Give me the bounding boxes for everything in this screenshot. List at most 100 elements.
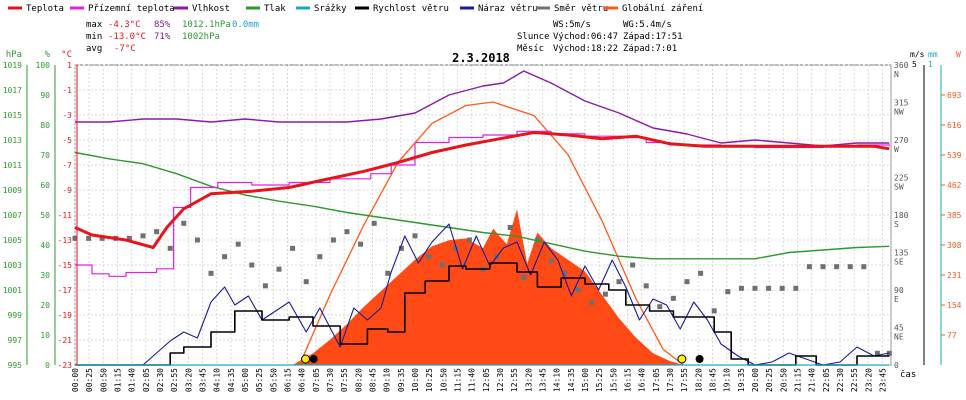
x-tick-label: 18:20 bbox=[694, 368, 703, 392]
temperature-axis-tick: -17 bbox=[58, 286, 73, 295]
x-tick-label: 09:10 bbox=[383, 368, 392, 392]
astro-wg: WG:5.4m/s bbox=[623, 20, 672, 30]
wind-direction-point bbox=[657, 304, 663, 310]
x-tick-label: 18:45 bbox=[709, 368, 718, 392]
x-tick-label: 02:05 bbox=[142, 368, 151, 392]
x-tick-label: 03:20 bbox=[184, 368, 193, 392]
moonset-marker bbox=[309, 355, 318, 363]
chart-title: 2.3.2018 bbox=[452, 51, 510, 65]
radiation-axis-tick: 385 bbox=[947, 211, 962, 220]
wind-direction-point bbox=[439, 262, 445, 268]
wind-direction-point bbox=[181, 220, 187, 226]
temperature-axis-tick: -3 bbox=[62, 111, 72, 120]
pressure-axis-tick: 995 bbox=[8, 361, 23, 370]
humidity-axis-tick: 10 bbox=[40, 331, 50, 340]
astro-block: WS:5m/s WG:5.4m/s Slunce Východ:06:47 Zá… bbox=[517, 20, 683, 54]
pressure-axis-tick: 1015 bbox=[3, 111, 22, 120]
x-tick-label: 15:00 bbox=[581, 368, 590, 392]
wind-direction-point bbox=[589, 300, 595, 305]
humidity-axis-tick: 0 bbox=[45, 361, 50, 370]
legend-item: Srážky bbox=[314, 4, 347, 14]
stats-min-press: 1002hPa bbox=[182, 32, 220, 42]
direction-tick: 135 bbox=[894, 249, 909, 258]
wind-direction-point bbox=[738, 285, 744, 291]
stats-min-temp: -13.0°C bbox=[108, 32, 146, 42]
humidity-axis-tick: 50 bbox=[40, 211, 50, 220]
x-tick-label: 19:35 bbox=[737, 368, 746, 392]
wind-direction-point bbox=[290, 245, 296, 251]
x-tick-label: 04:10 bbox=[213, 368, 222, 392]
x-tick-label: 13:45 bbox=[539, 368, 548, 392]
wind-direction-point bbox=[711, 308, 717, 314]
x-tick-label: 16:15 bbox=[624, 368, 633, 392]
wind-direction-point bbox=[670, 295, 676, 301]
pressure-axis-tick: 1009 bbox=[3, 186, 22, 195]
humidity-axis-tick: 40 bbox=[40, 241, 50, 250]
x-tick-label: 12:30 bbox=[496, 368, 505, 392]
stats-max-temp: -4.3°C bbox=[108, 20, 141, 30]
temperature-axis-tick: -1 bbox=[62, 86, 72, 95]
radiation-axis-tick: 539 bbox=[947, 151, 962, 160]
wind-direction-point bbox=[766, 285, 772, 291]
x-tick-label: 10:25 bbox=[425, 368, 434, 392]
radiation-axis-tick: 154 bbox=[947, 301, 962, 310]
wind-direction-point bbox=[874, 350, 880, 356]
wind-direction-point bbox=[534, 237, 540, 243]
wind-direction-point bbox=[507, 225, 513, 230]
stats-max-label: max bbox=[86, 20, 103, 30]
x-tick-label: 01:40 bbox=[128, 368, 137, 392]
legend-item: Rychlost větru bbox=[373, 4, 449, 14]
x-tick-label: 11:15 bbox=[454, 368, 463, 392]
wind-direction-point bbox=[412, 233, 418, 239]
wind-direction-point bbox=[167, 245, 173, 251]
x-tick-label: 05:00 bbox=[241, 368, 250, 392]
pressure-axis-tick: 1005 bbox=[3, 236, 22, 245]
x-tick-label: 02:55 bbox=[170, 368, 179, 392]
wind-direction-point bbox=[861, 264, 867, 270]
legend-item: Přízemní teplota bbox=[88, 4, 175, 14]
temperature-axis-tick: -15 bbox=[58, 261, 73, 270]
temperature-axis-tick: 1 bbox=[67, 61, 72, 70]
wind-direction-point bbox=[698, 270, 704, 276]
legend: Teplota Přízemní teplota Vlhkost Tlak Srážky… bbox=[8, 4, 703, 14]
stats-max-hum: 85% bbox=[154, 20, 171, 30]
x-tick-label: 22:05 bbox=[822, 368, 831, 392]
x-tick-label: 17:30 bbox=[666, 368, 675, 392]
x-tick-label: 17:05 bbox=[652, 368, 661, 392]
x-tick-label: 00:00 bbox=[71, 368, 80, 392]
wind-direction-point bbox=[344, 229, 350, 235]
direction-tick: 315 bbox=[894, 99, 909, 108]
x-tick-label: 08:20 bbox=[354, 368, 363, 392]
x-tick-label: 04:35 bbox=[227, 368, 236, 392]
plot-area bbox=[72, 64, 892, 366]
direction-tick: 360 bbox=[894, 61, 909, 70]
x-tick-label: 11:40 bbox=[468, 368, 477, 392]
rain-axis-unit: mm bbox=[928, 50, 938, 59]
direction-letter: SE bbox=[894, 258, 904, 267]
radiation-axis-tick: 308 bbox=[947, 241, 962, 250]
wind-direction-point bbox=[793, 285, 799, 291]
x-tick-label: 12:55 bbox=[510, 368, 519, 392]
x-tick-label: 15:50 bbox=[609, 368, 618, 392]
wind-direction-point bbox=[562, 270, 568, 276]
humidity-axis-tick: 80 bbox=[40, 121, 50, 130]
wind-direction-point bbox=[86, 235, 92, 241]
direction-letter: NW bbox=[894, 108, 904, 117]
series-n-raz-v-tru bbox=[75, 223, 890, 366]
pressure-axis-tick: 1001 bbox=[3, 286, 22, 295]
stats-min-hum: 71% bbox=[154, 32, 171, 42]
temperature-axis-tick: -9 bbox=[62, 186, 72, 195]
direction-letter: W bbox=[894, 145, 899, 154]
x-tick-label: 06:15 bbox=[284, 368, 293, 392]
pressure-axis-tick: 999 bbox=[8, 311, 23, 320]
rain-axis-tick: 1 bbox=[928, 60, 933, 69]
pressure-axis-tick: 1017 bbox=[3, 86, 22, 95]
humidity-axis-tick: 20 bbox=[40, 301, 50, 310]
legend-item: Teplota bbox=[26, 4, 64, 14]
x-tick-label: 00:25 bbox=[85, 368, 94, 392]
x-tick-label: 00:50 bbox=[99, 368, 108, 392]
wind-direction-point bbox=[249, 262, 255, 268]
x-tick-label: 23:45 bbox=[879, 368, 888, 392]
x-tick-label: 01:15 bbox=[114, 368, 123, 392]
x-tick-label: 16:40 bbox=[638, 368, 647, 392]
